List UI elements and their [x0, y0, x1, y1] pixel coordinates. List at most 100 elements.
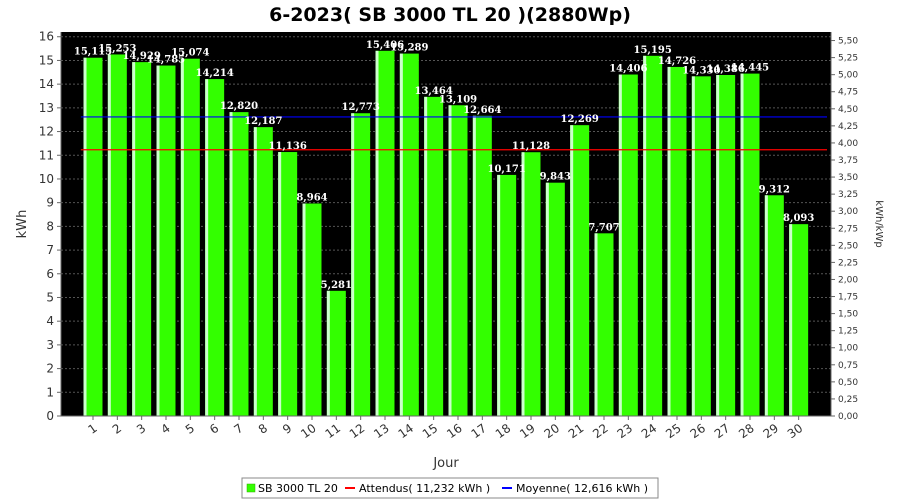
y-right-tick-label: 5,25: [838, 54, 858, 64]
y-axis-title: kWh: [15, 210, 30, 239]
y-right-tick-label: 0,00: [838, 412, 858, 422]
bar: [472, 115, 492, 417]
x-tick-label: 30: [785, 421, 806, 441]
x-tick-label: 7: [231, 421, 245, 437]
x-tick-label: 10: [298, 421, 319, 441]
y-right-tick-label: 0,25: [838, 395, 858, 405]
bar-highlight: [521, 152, 525, 416]
bar-highlight: [351, 113, 355, 416]
x-tick-label: 14: [396, 421, 417, 441]
bar: [618, 74, 638, 416]
bar: [424, 96, 444, 416]
bar-highlight: [399, 53, 403, 416]
bar: [570, 125, 590, 416]
y-tick-label: 10: [39, 172, 54, 186]
y-tick-label: 15: [39, 53, 54, 67]
bar-highlight: [740, 73, 744, 416]
bar: [132, 62, 152, 416]
x-tick-label: 27: [712, 421, 733, 441]
bar-highlight: [132, 62, 136, 416]
y-tick-label: 16: [39, 30, 54, 44]
y-right-tick-label: 4,75: [838, 88, 858, 98]
bar-highlight: [375, 50, 379, 416]
bar-value-label: 12,269: [561, 114, 599, 125]
bar-highlight: [424, 96, 428, 416]
bar: [375, 50, 395, 416]
bar: [667, 66, 687, 416]
bar-value-label: 15,115: [74, 47, 112, 58]
bar: [156, 65, 176, 416]
y-right-tick-label: 4,25: [838, 122, 858, 132]
bar-highlight: [691, 76, 695, 416]
x-tick-label: 3: [134, 421, 148, 437]
y-right-tick-label: 3,75: [838, 156, 858, 166]
y-right-tick-label: 4,50: [838, 105, 858, 115]
y-tick-label: 6: [46, 267, 54, 281]
x-tick-label: 23: [615, 421, 636, 441]
y-right-tick-label: 2,75: [838, 224, 858, 234]
y-right-tick-label: 4,00: [838, 139, 858, 149]
bar-highlight: [667, 66, 671, 416]
x-tick-label: 29: [761, 421, 782, 441]
bar-value-label: 12,820: [220, 101, 258, 112]
bar: [545, 182, 565, 416]
bar-value-label: 14,785: [147, 55, 185, 66]
bar-value-label: 15,289: [390, 43, 428, 54]
y-tick-label: 14: [39, 77, 54, 91]
bar-highlight: [643, 55, 647, 416]
y-tick-label: 11: [39, 148, 54, 162]
bar-highlight: [472, 115, 476, 417]
y-right-tick-label: 0,75: [838, 361, 858, 371]
bar-value-label: 14,406: [609, 64, 647, 75]
bar-value-label: 9,312: [759, 184, 790, 195]
reference-lines-layer: [80, 116, 827, 151]
bar-value-label: 14,929: [123, 51, 161, 62]
bar-value-label: 15,195: [634, 45, 672, 56]
legend-label-expected: Attendus( 11,232 kWh ): [359, 482, 490, 495]
bar: [253, 127, 273, 417]
y-axis-right-title: kWh/kWp: [873, 200, 884, 247]
bar-highlight: [156, 65, 160, 416]
bar-value-label: 15,074: [171, 48, 209, 59]
bar-value-label: 12,664: [463, 105, 501, 116]
bar-highlight: [180, 58, 184, 416]
legend: SB 3000 TL 20 Attendus( 11,232 kWh ) Moy…: [241, 477, 659, 499]
bar-value-label: 14,214: [196, 68, 234, 79]
x-tick-label: 6: [207, 421, 221, 437]
bar: [497, 174, 517, 416]
y-right-tick-label: 2,50: [838, 241, 858, 251]
x-tick-label: 9: [280, 421, 294, 437]
bar-value-label: 14,445: [731, 63, 769, 74]
bar-value-label: 12,773: [342, 102, 380, 113]
y-tick-label: 1: [46, 385, 54, 399]
y-right-tick-label: 1,25: [838, 327, 858, 337]
bar-highlight: [570, 125, 574, 416]
bar-value-label: 14,330: [682, 65, 720, 76]
bar-highlight: [789, 224, 793, 416]
legend-box: [241, 477, 659, 499]
bar-value-label: 5,281: [321, 280, 352, 291]
y-tick-label: 13: [39, 101, 54, 115]
x-tick-label: 21: [566, 421, 587, 441]
bar-value-label: 15,406: [366, 40, 404, 51]
bar-highlight: [448, 105, 452, 416]
bar-highlight: [229, 112, 233, 416]
y-right-tick-label: 0,50: [838, 378, 858, 388]
bar: [643, 55, 663, 416]
bars-layer: [83, 50, 809, 417]
x-tick-label: 26: [688, 421, 709, 441]
x-tick-label: 2: [110, 421, 124, 437]
x-tick-label: 25: [663, 421, 684, 441]
x-tick-label: 28: [736, 421, 757, 441]
bar-value-label: 13,464: [415, 86, 453, 97]
bar-highlight: [618, 74, 622, 416]
y-tick-label: 4: [46, 314, 54, 328]
x-tick-label: 1: [85, 421, 99, 437]
bar-value-label: 9,843: [540, 172, 571, 183]
bar: [716, 74, 736, 416]
bar-value-label: 8,093: [783, 213, 814, 224]
y-right-tick-label: 1,75: [838, 293, 858, 303]
y-tick-label: 5: [46, 290, 54, 304]
